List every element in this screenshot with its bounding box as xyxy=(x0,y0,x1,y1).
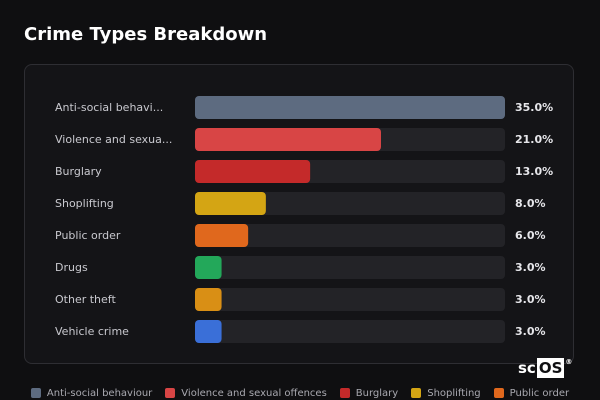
legend-item[interactable]: Public order xyxy=(493,386,570,400)
category-label: Drugs xyxy=(55,261,88,274)
value-label: 3.0% xyxy=(515,325,546,338)
bar[interactable] xyxy=(195,320,222,343)
category-label: Shoplifting xyxy=(55,197,114,210)
legend-swatch xyxy=(165,388,176,398)
bar[interactable] xyxy=(195,256,222,279)
chart-legend: Anti-social behaviour Violence and sexual… xyxy=(0,386,600,400)
value-label: 3.0% xyxy=(515,261,546,274)
logo-text-os: OS xyxy=(536,358,565,378)
category-label: Violence and sexua... xyxy=(55,133,172,146)
bar[interactable] xyxy=(195,192,266,215)
chart-card: Anti-social behavi... 35.0% Violence and s… xyxy=(24,64,574,364)
legend-item[interactable]: Violence and sexual offences xyxy=(165,386,327,400)
category-label: Burglary xyxy=(55,165,102,178)
category-label: Anti-social behavi... xyxy=(55,101,163,114)
legend-item[interactable]: Anti-social behaviour xyxy=(30,386,153,400)
registered-mark: ® xyxy=(565,358,573,366)
legend-item[interactable]: Burglary xyxy=(339,386,399,400)
bar[interactable] xyxy=(195,224,249,247)
chart-title: Crime Types Breakdown xyxy=(24,24,268,45)
logo-text-sc: sc xyxy=(518,359,536,377)
legend-item[interactable]: Shoplifting xyxy=(411,386,481,400)
value-label: 3.0% xyxy=(515,293,546,306)
value-label: 8.0% xyxy=(515,197,546,210)
value-label: 13.0% xyxy=(515,165,553,178)
bar[interactable] xyxy=(195,128,381,151)
bar[interactable] xyxy=(195,288,222,311)
category-label: Other theft xyxy=(55,293,116,306)
bar-track xyxy=(195,224,505,247)
bar[interactable] xyxy=(195,160,311,183)
bar-track xyxy=(195,288,505,311)
legend-label: Burglary xyxy=(355,387,399,399)
bar-track xyxy=(195,192,505,215)
legend-swatch xyxy=(339,388,350,398)
bar-track xyxy=(195,256,505,279)
legend-label: Violence and sexual offences xyxy=(181,387,327,399)
category-label: Vehicle crime xyxy=(55,325,129,338)
bar-chart: Anti-social behavi... 35.0% Violence and s… xyxy=(55,96,553,343)
category-label: Public order xyxy=(55,229,121,242)
value-label: 35.0% xyxy=(515,101,553,114)
bar-track xyxy=(195,320,505,343)
legend-label: Anti-social behaviour xyxy=(46,387,153,399)
bar[interactable] xyxy=(195,96,505,119)
legend-label: Shoplifting xyxy=(427,387,481,399)
legend-swatch xyxy=(493,388,504,398)
scos-logo: sc OS ® xyxy=(518,358,572,378)
value-label: 21.0% xyxy=(515,133,553,146)
legend-swatch xyxy=(30,388,41,398)
legend-swatch xyxy=(411,388,422,398)
legend-label: Public order xyxy=(509,387,570,399)
value-label: 6.0% xyxy=(515,229,546,242)
